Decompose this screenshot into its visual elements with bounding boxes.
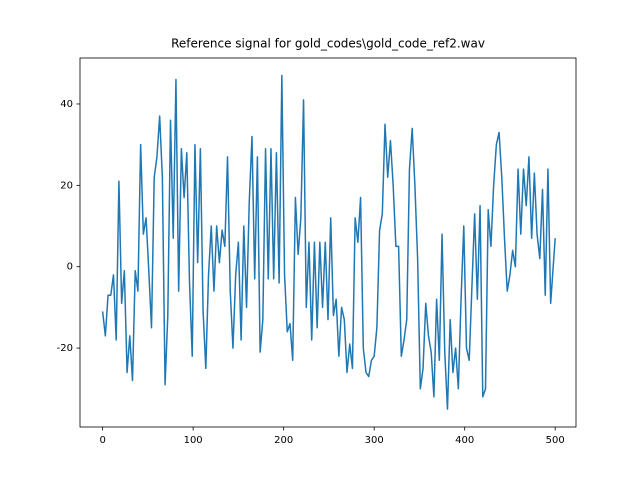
x-tick-label: 300 [365, 435, 384, 446]
y-tick-label: 40 [60, 99, 73, 110]
x-tick-label: 0 [99, 435, 105, 446]
axes-frame [79, 57, 577, 428]
x-tick-label: 100 [184, 435, 203, 446]
x-tick-label: 200 [274, 435, 293, 446]
y-tick-label: -20 [57, 343, 73, 354]
line-series [101, 74, 556, 410]
chart-title: Reference signal for gold_codes\gold_cod… [171, 37, 485, 51]
y-tick-label: 20 [60, 180, 73, 191]
x-tick-label: 500 [546, 435, 565, 446]
x-tick-label: 400 [455, 435, 474, 446]
y-tick-label: 0 [67, 262, 73, 273]
